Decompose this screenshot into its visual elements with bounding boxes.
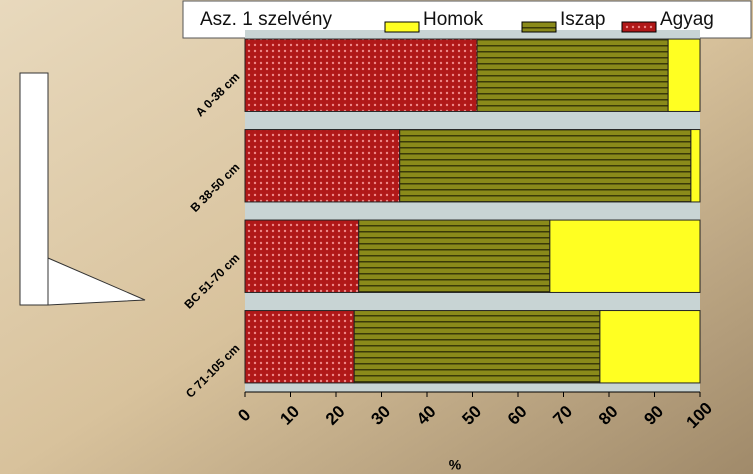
bar-segment (549, 219, 701, 293)
bar-segment (244, 38, 478, 112)
bar-segment (244, 219, 360, 293)
bar-segment (358, 219, 551, 293)
legend-swatch (521, 21, 557, 33)
bar-segment (399, 129, 692, 203)
legend-swatch (384, 21, 420, 33)
legend-title: Asz. 1 szelvény (200, 9, 332, 30)
legend-label: Iszap (560, 9, 605, 30)
callout (19, 72, 146, 306)
legend-swatch (621, 21, 657, 33)
legend-label: Homok (423, 9, 484, 30)
bar-segment (599, 310, 701, 384)
bar-segment (667, 38, 701, 112)
bar-segment (476, 38, 669, 112)
x-axis-label: % (449, 457, 462, 473)
bar-segment (244, 129, 401, 203)
bar-segment (353, 310, 601, 384)
bar-segment (690, 129, 701, 203)
bar-segment (244, 310, 355, 384)
legend-label: Agyag (660, 9, 714, 30)
